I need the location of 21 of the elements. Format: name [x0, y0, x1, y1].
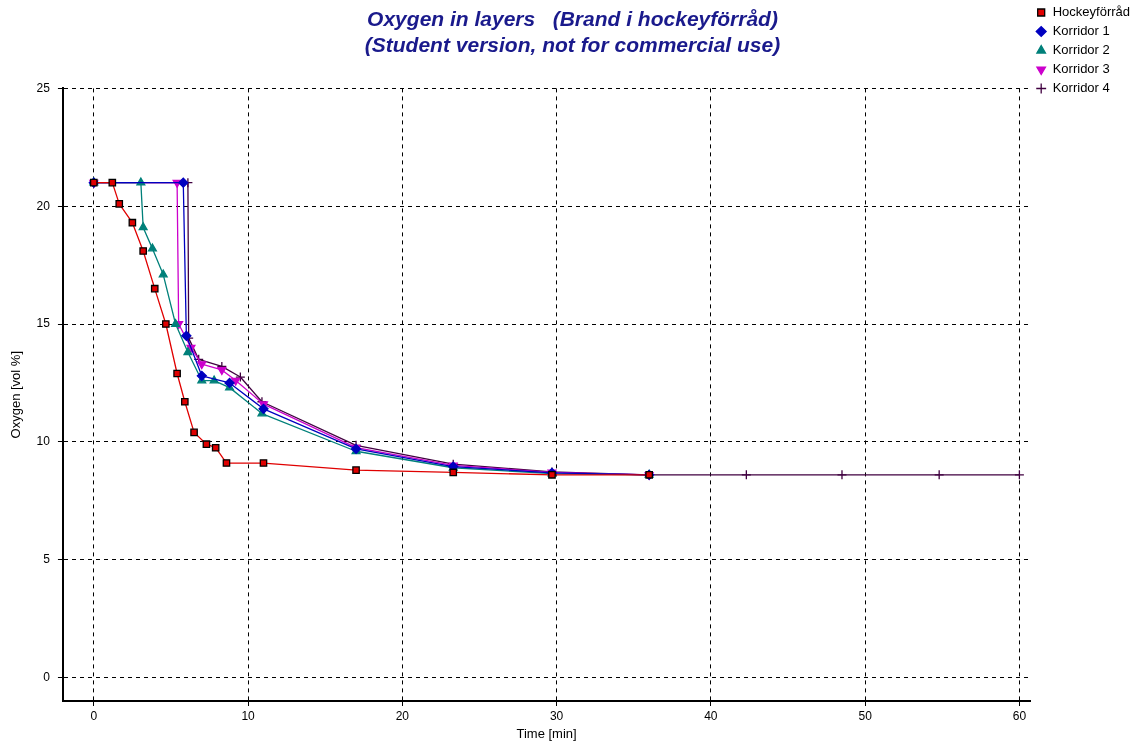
legend-label: Korridor 1: [1052, 23, 1110, 39]
x-tick-label: 60: [1012, 708, 1027, 723]
x-tick-label: 40: [704, 708, 718, 723]
legend-label: Korridor 3: [1052, 61, 1110, 77]
x-tick-label: 20: [395, 708, 410, 723]
y-tick-label: 20: [36, 198, 51, 213]
chart-title: Oxygen in layers (Brand i hockeyförråd) (Student version, not for commercial use): [364, 7, 781, 56]
y-tick-label: 15: [36, 316, 51, 331]
legend-label: Korridor 2: [1052, 42, 1110, 58]
x-tick-label: 0: [90, 708, 98, 723]
x-axis-title: Time [min]: [516, 725, 577, 741]
y-axis-title: Oxygen [vol %]: [8, 350, 24, 439]
x-tick-label: 50: [858, 708, 873, 723]
y-tick-label: 0: [43, 669, 51, 684]
y-tick-label: 10: [36, 434, 51, 449]
y-tick-label: 25: [36, 80, 51, 95]
legend-label: Korridor 4: [1052, 80, 1110, 96]
legend-label: Hockeyförråd: [1052, 4, 1130, 20]
x-tick-label: 30: [549, 708, 564, 723]
x-tick-label: 10: [241, 708, 256, 723]
y-tick-label: 5: [43, 551, 51, 566]
